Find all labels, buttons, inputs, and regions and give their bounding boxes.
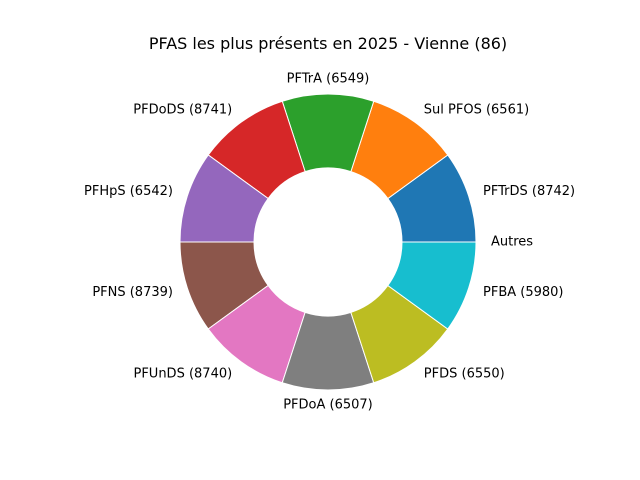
slice-labels: PFTrDS (8742) Sul PFOS (6561) PFTrA (6549)… bbox=[84, 72, 575, 413]
label-pfdods-8741: PFDoDS (8741) bbox=[133, 103, 232, 118]
label-pfba-5980: PFBA (5980) bbox=[483, 285, 564, 300]
label-pfns-8739: PFNS (8739) bbox=[92, 285, 173, 300]
donut-slices bbox=[179, 93, 477, 391]
label-pfhps-6542: PFHpS (6542) bbox=[84, 184, 173, 199]
label-sul-pfos-6561: Sul PFOS (6561) bbox=[424, 103, 529, 118]
label-pfunds-8740: PFUnDS (8740) bbox=[133, 366, 232, 381]
slice-pfba-5980 bbox=[387, 241, 477, 330]
label-pfdoa-6507: PFDoA (6507) bbox=[283, 398, 373, 413]
chart-title: PFAS les plus présents en 2025 - Vienne … bbox=[149, 34, 507, 53]
label-pftrds-8742: PFTrDS (8742) bbox=[483, 184, 575, 199]
label-pfds-6550: PFDS (6550) bbox=[424, 366, 505, 381]
label-autres: Autres bbox=[491, 235, 533, 250]
label-pftra-6549: PFTrA (6549) bbox=[287, 72, 370, 87]
